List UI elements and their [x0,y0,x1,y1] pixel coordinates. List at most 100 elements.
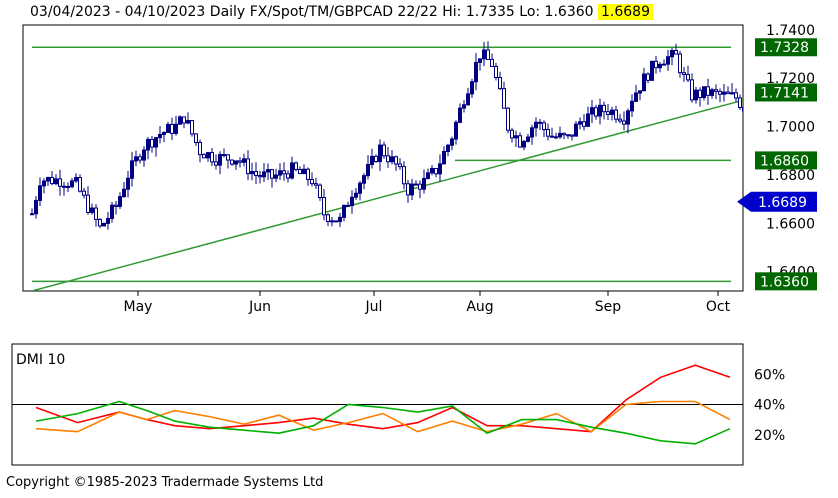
candle-body [138,156,142,161]
candle-body [390,156,394,163]
high-label: Hi: 1.7335 [442,4,515,20]
candle-body [278,170,282,176]
y-tick-label: 1.7000 [766,120,815,136]
candle-body [158,133,162,139]
candle-body [30,213,34,216]
candle-body [566,134,570,137]
candle-body [174,123,178,134]
candle-body [226,154,230,161]
candle-body [94,207,98,220]
candle-body [426,172,430,179]
candle-body [602,104,606,113]
candle-body [622,120,626,125]
candle-body [166,123,170,133]
current-price-label: 1.6689 [758,195,807,211]
candle-body [186,120,190,124]
candle-body [254,171,258,177]
candle-body [322,197,326,216]
candle-body [803,188,806,189]
candle-body [262,171,266,178]
candle-body [86,194,90,213]
candle-body [414,183,418,186]
candle-body [662,63,666,66]
x-tick-label: Aug [466,299,493,315]
level-tag-label: 1.6860 [760,153,809,169]
candle-body [550,135,554,138]
candle-body [590,107,594,115]
candle-body [210,152,214,163]
candle-body [658,63,662,69]
candle-body [751,117,754,118]
candle-body [238,160,242,163]
candle-body [354,192,358,198]
candle-body [626,110,630,125]
candle-body [134,156,138,162]
candle-body [338,216,342,223]
candle-body [582,121,586,127]
candle-body [686,73,690,81]
candle-body [378,144,382,163]
candle-body [450,138,454,146]
dmi-series-green [35,400,731,445]
candle-body [62,185,66,188]
candle-body [594,107,598,117]
candle-body [458,107,462,123]
candle-body [542,122,546,130]
candle-body [202,154,206,159]
candle-body [206,152,210,159]
candle-body [538,121,542,124]
date-range: 03/04/2023 - 04/10/2023 [30,4,206,20]
candle-body [646,73,650,81]
candle-body [642,73,646,92]
candle-body [54,178,58,185]
candle-body [334,220,338,223]
level-tag-label: 1.6360 [760,274,809,290]
candle-body [558,132,562,138]
candle-body [674,50,678,55]
y-tick-label: 1.7200 [766,71,815,87]
candle-body [350,196,354,207]
candle-body [366,163,370,177]
candle-body [382,144,386,157]
candle-body [506,107,510,131]
candle-body [682,72,686,75]
candle-body [394,156,398,165]
candle-body [250,171,254,175]
candle-body [218,154,222,166]
candle-body [374,155,378,163]
candle-body [831,218,834,229]
low-label: Lo: 1.6360 [519,4,594,20]
candle-body [562,132,566,136]
dmi-y-tick-label: 40% [754,398,785,414]
candle-body [638,90,642,94]
price-panel-frame [22,24,744,292]
candle-body [154,137,158,148]
level-tag-box [755,38,817,57]
candle-body [106,218,110,224]
candle-body [126,177,130,190]
candle-body [342,204,346,218]
dmi-title: DMI 10 [16,352,65,368]
candle-body [654,60,658,69]
candle-body [498,77,502,90]
candle-body [434,167,438,175]
candle-body [194,133,198,143]
candle-body [242,158,246,163]
candle-body [346,204,350,207]
candle-body [98,218,102,227]
candle-body [222,154,226,157]
y-tick-label: 1.6600 [766,216,815,232]
candle-body [630,100,634,112]
candle-body [530,127,534,138]
candle-body [779,135,782,147]
candle-body [730,92,734,95]
candle-body [294,162,298,170]
candle-body [650,60,654,81]
candle-body [310,178,314,185]
candle-body [66,185,70,188]
candle-body [526,136,530,142]
dmi-y-tick-label: 60% [754,367,785,383]
candle-body [122,188,126,198]
candle-body [70,180,74,188]
